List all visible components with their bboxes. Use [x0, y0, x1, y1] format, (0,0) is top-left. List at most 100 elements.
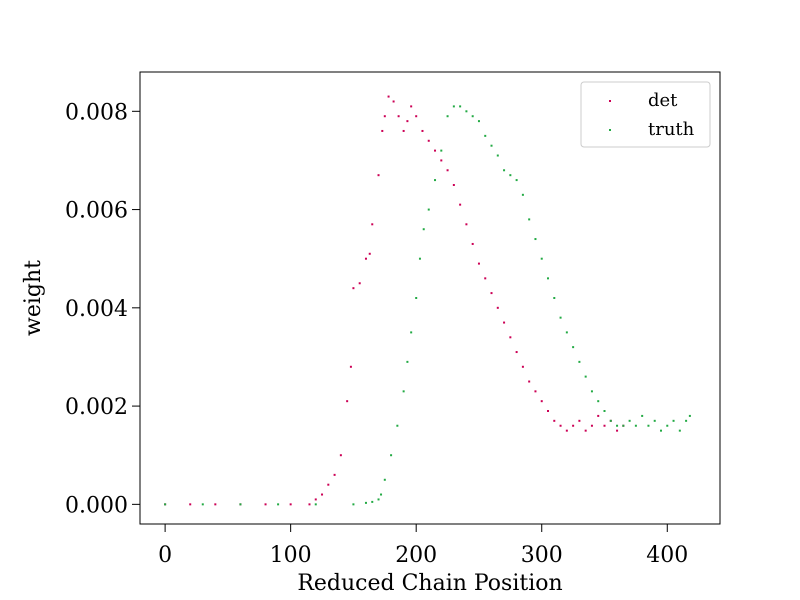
point-det	[346, 400, 349, 403]
series-layer	[164, 95, 691, 506]
point-det	[321, 493, 324, 496]
point-det	[471, 242, 474, 245]
point-det	[381, 129, 384, 132]
point-det	[368, 252, 371, 255]
point-det	[572, 424, 575, 427]
point-truth	[515, 179, 518, 182]
x-tick-label: 300	[521, 543, 563, 568]
point-truth	[427, 208, 430, 211]
point-truth	[565, 331, 568, 334]
point-det	[406, 120, 409, 123]
point-truth	[685, 419, 688, 422]
point-truth	[380, 493, 383, 496]
point-truth	[641, 414, 644, 417]
series-truth	[164, 105, 691, 506]
point-det	[392, 100, 395, 103]
point-det	[509, 336, 512, 339]
point-truth	[503, 169, 506, 172]
point-truth	[672, 419, 675, 422]
point-det	[371, 223, 374, 226]
legend-label-det: det	[648, 90, 678, 111]
point-det	[597, 414, 600, 417]
y-tick-label: 0.002	[65, 395, 128, 420]
point-det	[434, 149, 437, 152]
point-truth	[201, 503, 204, 506]
point-truth	[390, 454, 393, 457]
y-tick-label: 0.004	[65, 297, 128, 322]
point-det	[496, 306, 499, 309]
point-det	[490, 292, 493, 295]
point-truth	[352, 503, 355, 506]
legend-label-truth: truth	[648, 119, 695, 140]
point-truth	[540, 257, 543, 260]
point-det	[421, 129, 424, 132]
point-truth	[534, 238, 537, 241]
point-det	[214, 503, 217, 506]
point-truth	[584, 375, 587, 378]
point-det	[616, 429, 619, 432]
point-truth	[528, 218, 531, 221]
point-det	[364, 257, 367, 260]
point-truth	[490, 144, 493, 147]
point-truth	[402, 390, 405, 393]
series-det	[164, 95, 625, 506]
point-det	[540, 400, 543, 403]
point-det	[477, 262, 480, 265]
point-det	[314, 498, 317, 501]
point-det	[452, 184, 455, 186]
point-det	[358, 282, 361, 285]
point-truth	[553, 297, 556, 299]
point-det	[459, 203, 462, 206]
point-det	[352, 287, 355, 290]
point-truth	[471, 115, 474, 118]
point-truth	[628, 419, 631, 422]
point-det	[521, 365, 524, 368]
point-truth	[415, 297, 418, 299]
legend-box	[580, 81, 711, 148]
point-truth	[410, 331, 413, 334]
y-axis-label: weight	[21, 260, 46, 336]
point-det	[383, 115, 386, 118]
point-det	[289, 503, 292, 506]
point-det	[377, 174, 380, 177]
point-det	[503, 321, 506, 324]
point-truth	[239, 503, 242, 506]
x-tick-label: 100	[270, 543, 312, 568]
point-truth	[396, 424, 399, 427]
point-det	[515, 351, 518, 354]
point-truth	[446, 115, 449, 118]
point-truth	[383, 478, 386, 481]
point-truth	[688, 414, 691, 417]
point-truth	[452, 105, 455, 108]
point-truth	[616, 424, 619, 427]
legend: det truth	[580, 81, 711, 148]
y-tick-label: 0.006	[65, 199, 128, 224]
x-axis-ticks: 0 100 200 300 400	[158, 524, 688, 568]
y-tick-label: 0.008	[65, 100, 128, 125]
point-truth	[364, 501, 367, 504]
x-tick-label: 200	[395, 543, 437, 568]
point-det	[415, 115, 418, 118]
point-det	[402, 129, 405, 132]
point-truth	[653, 419, 656, 422]
point-truth	[521, 193, 524, 196]
x-tick-label: 400	[646, 543, 688, 568]
point-det	[308, 503, 311, 506]
point-det	[339, 454, 342, 457]
point-det	[264, 503, 267, 506]
point-truth	[422, 228, 425, 231]
point-truth	[572, 346, 575, 349]
legend-marker-det	[609, 100, 611, 102]
point-truth	[371, 500, 374, 503]
point-truth	[164, 503, 167, 506]
point-det	[603, 424, 606, 427]
point-det	[484, 277, 487, 280]
plot-frame	[139, 71, 721, 525]
point-truth	[647, 424, 650, 427]
point-truth	[277, 503, 280, 506]
point-det	[590, 424, 593, 427]
point-det	[327, 483, 330, 486]
point-det	[565, 429, 568, 432]
point-truth	[459, 105, 462, 108]
